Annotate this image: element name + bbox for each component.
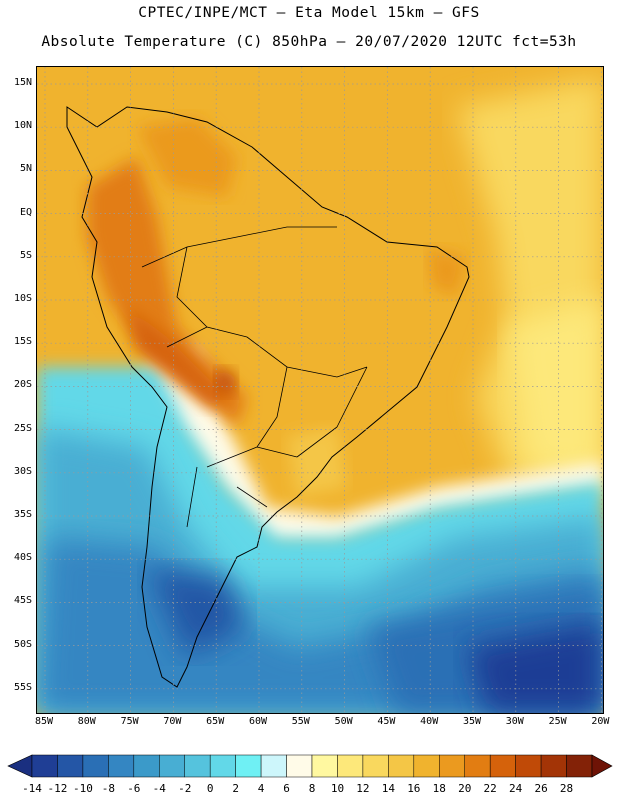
longitude-label: 55W	[291, 716, 310, 727]
longitude-label: 35W	[462, 716, 482, 727]
latitude-label: 45S	[13, 595, 32, 607]
colorbar-tick-label: 20	[458, 782, 472, 795]
colorbar-cell	[260, 754, 287, 778]
longitude-label: 45W	[377, 716, 396, 727]
longitude-label: 80W	[77, 716, 96, 727]
colorbar-cell	[159, 754, 185, 778]
andes-warm	[87, 157, 247, 427]
latitude-label: EQ	[19, 206, 32, 218]
latitude-label: 5N	[19, 163, 32, 175]
longitude-label: 20W	[591, 716, 610, 727]
colorbar-cell	[566, 754, 593, 778]
map-subtitle: Absolute Temperature (C) 850hPa – 20/07/…	[41, 34, 577, 50]
longitude-label: 70W	[163, 716, 182, 727]
colorbar-cell	[439, 754, 465, 778]
latitude-label: 15N	[13, 77, 32, 88]
temperature-colorbar	[7, 754, 613, 778]
colorbar-lower-arrow	[7, 754, 33, 778]
colorbar-tick-label: -4	[152, 782, 166, 795]
colorbar-tick-label: 14	[381, 782, 395, 795]
latitude-label: 55S	[13, 681, 32, 693]
latitude-label: 25S	[13, 422, 32, 434]
longitude-label: 60W	[248, 716, 268, 727]
latitude-label: 35S	[13, 509, 32, 520]
colorbar-cell	[82, 754, 109, 778]
colorbar-tick-label: 24	[509, 782, 523, 795]
colorbar-tick-label: 4	[257, 782, 265, 795]
colorbar-cell	[362, 754, 389, 778]
longitude-label: 40W	[420, 716, 439, 727]
colorbar-tick-label: 16	[407, 782, 421, 795]
colorbar-tick-label: 2	[232, 782, 239, 795]
colorbar-tick-label: 22	[483, 782, 497, 795]
colorbar-tick-label: 10	[330, 782, 345, 795]
temperature-map	[36, 66, 604, 714]
colorbar-tick-label: 28	[559, 782, 574, 795]
longitude-label: 25W	[548, 716, 567, 727]
longitude-label: 30W	[505, 716, 524, 727]
colorbar-cell	[464, 754, 491, 778]
colorbar-tick-label: -8	[101, 782, 115, 795]
transition-band	[147, 347, 603, 547]
longitude-label: 50W	[334, 716, 353, 727]
colorbar-cell	[133, 754, 160, 778]
colorbar-cell	[489, 754, 516, 778]
colorbar-tick-label: -2	[178, 782, 192, 795]
colorbar-tick-label: 8	[308, 782, 316, 795]
latitude-label: 10N	[13, 120, 32, 132]
latitude-label: 40S	[13, 552, 32, 564]
colorbar-tick-label: 26	[534, 782, 548, 795]
latitude-label: 50S	[13, 638, 32, 650]
colorbar-tick-label: -10	[72, 782, 93, 795]
colorbar-cell	[286, 754, 313, 778]
colorbar-cell	[515, 754, 542, 778]
colorbar-cell	[184, 754, 211, 778]
colorbar-cell	[413, 754, 440, 778]
colorbar-cell	[209, 754, 236, 778]
longitude-label: 65W	[206, 716, 225, 727]
colorbar-upper-arrow	[591, 754, 613, 778]
colorbar-cell	[57, 754, 84, 778]
colorbar-tick-label: 12	[356, 782, 370, 795]
colorbar-cell	[31, 754, 58, 778]
colorbar-cell	[388, 754, 415, 778]
colorbar-tick-label: -14	[22, 782, 42, 795]
latitude-label: 10S	[13, 293, 32, 304]
longitude-label: 85W	[34, 716, 54, 727]
colorbar-tick-label: -12	[47, 782, 68, 795]
colorbar-cell	[311, 754, 338, 778]
colorbar-tick-label: 18	[432, 782, 446, 795]
colorbar-tick-label: -6	[127, 782, 141, 795]
latitude-label: 15S	[13, 336, 32, 348]
country-borders	[141, 226, 368, 528]
longitude-label: 75W	[120, 716, 139, 727]
latitude-label: 20S	[13, 379, 32, 391]
colorbar-cell	[108, 754, 135, 778]
map-title: CPTEC/INPE/MCT – Eta Model 15km – GFS	[138, 5, 480, 21]
colorbar-cell	[235, 754, 262, 778]
map-canvas	[37, 67, 603, 713]
colorbar-tick-label: 0	[206, 782, 214, 795]
colorbar-tick-label: 6	[283, 782, 290, 795]
colorbar-cell	[540, 754, 567, 778]
colorbar-cell	[337, 754, 364, 778]
latitude-label: 30S	[13, 465, 32, 477]
latitude-label: 5S	[19, 249, 32, 261]
